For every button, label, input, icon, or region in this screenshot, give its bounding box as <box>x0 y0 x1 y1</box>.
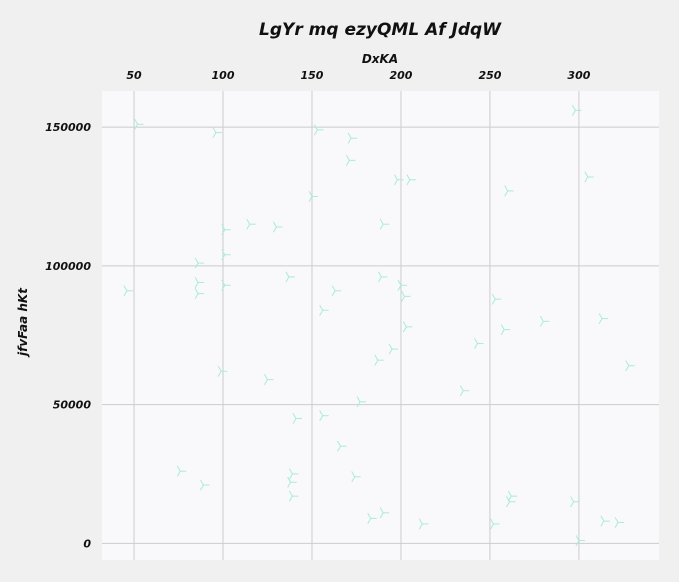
y-tick-label: 50000 <box>53 399 92 412</box>
data-point <box>402 321 413 333</box>
data-point <box>287 476 297 488</box>
data-point <box>345 154 356 166</box>
data-point <box>134 118 144 130</box>
data-point <box>123 285 133 297</box>
data-point <box>264 374 274 386</box>
data-point <box>600 515 610 527</box>
data-point <box>575 535 585 547</box>
data-point <box>571 104 582 116</box>
data-point <box>217 365 228 377</box>
x-tick-label: 300 <box>567 69 590 82</box>
data-point <box>379 507 390 519</box>
data-point <box>539 315 550 327</box>
data-point <box>347 132 358 144</box>
data-point <box>351 471 361 483</box>
data-point <box>614 517 625 529</box>
data-point <box>406 174 416 186</box>
data-point <box>200 479 210 491</box>
data-point <box>459 385 470 397</box>
data-point <box>379 218 390 230</box>
data-markers <box>123 104 635 547</box>
y-tick-label: 150000 <box>45 121 91 134</box>
data-point <box>246 218 256 230</box>
x-axis-label: DxKA <box>362 52 398 66</box>
data-point <box>194 257 205 269</box>
data-point <box>337 440 347 452</box>
x-tick-label: 50 <box>126 69 142 82</box>
y-tick-label: 0 <box>83 537 91 550</box>
chart-title: LgYr mq ezyQML Af JdqW <box>259 20 502 40</box>
data-point <box>401 290 411 302</box>
data-point <box>292 412 302 424</box>
data-point <box>625 360 635 372</box>
data-point <box>388 343 399 355</box>
data-point <box>288 468 299 480</box>
data-point <box>319 304 329 316</box>
data-point <box>377 271 388 283</box>
data-point <box>285 271 295 283</box>
data-point <box>491 293 502 305</box>
x-tick-label: 200 <box>389 69 412 82</box>
data-point <box>319 410 329 422</box>
data-point <box>221 279 231 291</box>
data-point <box>272 221 283 233</box>
data-point <box>288 490 299 502</box>
data-point <box>308 190 318 202</box>
data-point <box>506 496 516 508</box>
y-axis-label: jfvFaa hKt <box>16 287 30 358</box>
data-point <box>598 313 609 325</box>
data-point <box>397 279 407 291</box>
data-point <box>367 512 377 524</box>
data-point <box>570 496 580 508</box>
data-point <box>500 324 511 336</box>
data-point <box>504 185 514 197</box>
data-point <box>176 465 187 477</box>
data-point <box>313 124 324 136</box>
data-point <box>393 174 404 186</box>
data-point <box>212 127 222 139</box>
data-point <box>194 277 205 288</box>
data-point <box>474 338 484 350</box>
data-point <box>356 396 367 408</box>
data-point <box>194 288 205 300</box>
x-tick-label: 250 <box>478 69 501 82</box>
x-tick-label: 100 <box>212 69 235 82</box>
data-point <box>584 171 594 183</box>
data-point <box>331 285 342 297</box>
grid-lines <box>102 91 659 560</box>
x-tick-label: 150 <box>301 69 324 82</box>
data-point <box>374 354 384 366</box>
data-point <box>490 518 500 530</box>
tick-labels: 50 100 150 200 250 300 0 50000 100000 150000 <box>45 69 591 550</box>
data-point <box>221 249 231 261</box>
data-point <box>221 224 231 236</box>
y-tick-label: 100000 <box>45 260 91 273</box>
data-point <box>418 518 429 530</box>
plot-area <box>102 91 659 560</box>
